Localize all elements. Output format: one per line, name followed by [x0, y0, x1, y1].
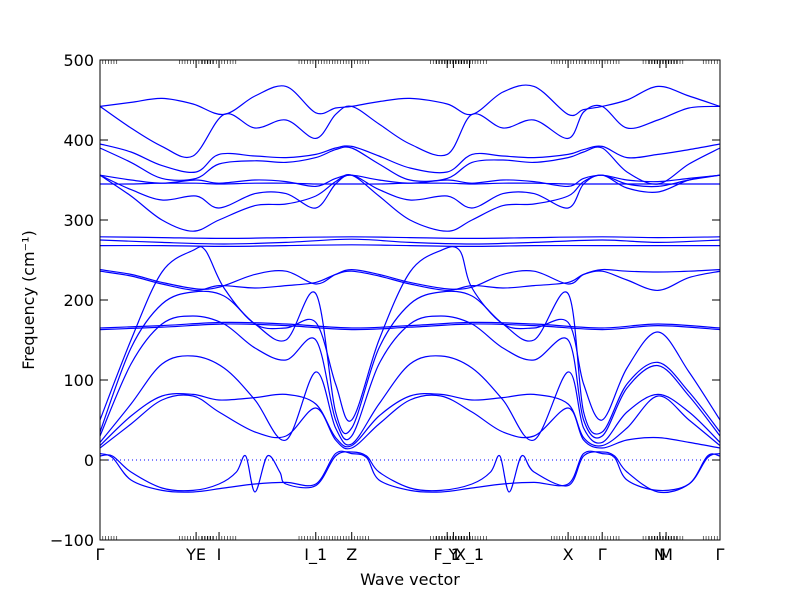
band-line-10 [100, 244, 720, 248]
x-tick-label: X_1 [455, 545, 484, 565]
band-line-17 [100, 315, 720, 441]
x-tick-label: F_1 [434, 545, 461, 565]
band-line-13 [100, 321, 720, 329]
y-tick-label: 200 [63, 291, 94, 310]
y-tick-label: 500 [63, 51, 94, 70]
y-tick-label: 0 [84, 451, 94, 470]
x-tick-label: X [563, 545, 574, 564]
axes: −100 0 100 200 300 400 500 Γ YE I I_1 Z F_1YX_1 X Γ NM Γ [50, 51, 724, 565]
band-line-5 [100, 182, 720, 185]
x-tick-label: M [659, 545, 673, 564]
band-line-22 [100, 450, 720, 493]
band-line-7 [100, 174, 720, 232]
x-tick-label: Γ [716, 545, 725, 564]
band-line-0 [100, 84, 720, 117]
band-line-9 [100, 238, 720, 245]
x-tick-label: N [654, 545, 666, 564]
band-line-19 [100, 392, 720, 448]
band-line-14 [100, 323, 720, 331]
band-line-18 [100, 355, 720, 446]
band-line-12 [100, 270, 720, 292]
x-tick-label: YE [185, 545, 206, 564]
x-tick-label: Γ [598, 545, 607, 564]
y-tick-label: 300 [63, 211, 94, 230]
x-tick-label: I_1 [304, 545, 327, 565]
plot-area [100, 84, 720, 494]
band-line-3 [100, 146, 720, 185]
band-line-21 [100, 451, 720, 494]
series-group [100, 84, 720, 494]
y-axis-label: Frequency (cm⁻¹) [19, 230, 38, 369]
band-line-1 [100, 104, 720, 158]
x-tick-label: I [217, 545, 222, 564]
x-tick-label: Γ [96, 545, 105, 564]
y-tick-label: −100 [50, 531, 94, 550]
band-line-20 [100, 394, 720, 450]
x-axis-label: Wave vector [360, 570, 460, 589]
band-line-2 [100, 143, 720, 174]
x-tick-label: Z [346, 545, 357, 564]
band-line-16 [100, 290, 720, 435]
band-line-8 [100, 236, 720, 240]
band-line-11 [100, 268, 720, 290]
y-tick-label: 400 [63, 131, 94, 150]
x-tick-label: Y [448, 545, 459, 564]
band-line-15 [100, 246, 720, 422]
band-line-6 [100, 174, 720, 209]
y-tick-label: 100 [63, 371, 94, 390]
